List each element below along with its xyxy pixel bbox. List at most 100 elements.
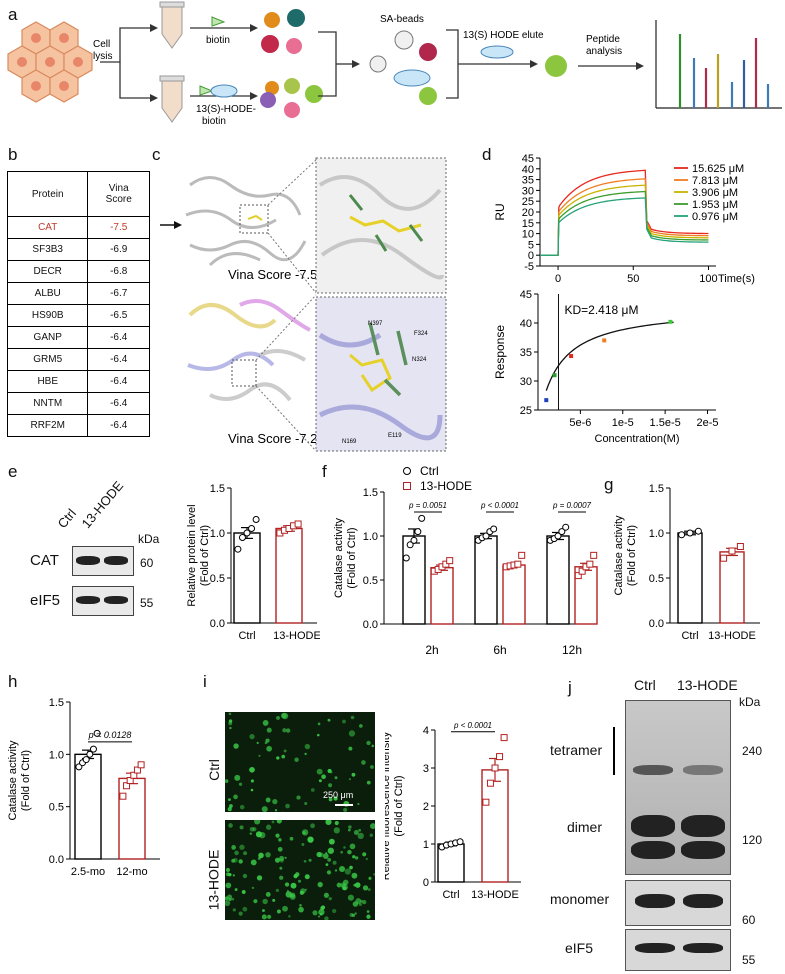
score-cell: -6.4: [87, 370, 150, 393]
x-tick-label: 13-HODE: [708, 630, 756, 642]
panel-letter-d: d: [482, 145, 492, 164]
sa-beads-label: SA-beads: [380, 14, 424, 25]
x-tick-label: 1.5e-5: [650, 417, 681, 429]
legend-marker: [403, 482, 411, 490]
data-point: [119, 792, 127, 800]
residue-label: N324: [412, 357, 427, 363]
data-point: [562, 523, 570, 531]
data-point: [514, 560, 522, 568]
bar-0: [437, 838, 465, 883]
panel-letter-g: g: [604, 475, 614, 494]
data-point: [486, 779, 494, 787]
protein-cell: NNTM: [6, 392, 89, 415]
scale-bar: [335, 804, 353, 806]
bar: [430, 566, 454, 625]
bar-1: [118, 761, 146, 860]
data-point: [248, 525, 256, 532]
bar-1: [719, 543, 745, 624]
col-header-protein: Protein: [6, 171, 89, 217]
data-point: [456, 838, 464, 846]
lane-label-ctrl: Ctrl: [54, 505, 79, 531]
data-point: [123, 782, 131, 790]
bar: [481, 769, 509, 883]
panel-a-schematic: Cell lysis biotin 13(S)-HODE- biotin SA-…: [7, 1, 782, 127]
series-line: [540, 197, 709, 256]
y-tick-label: 0.5: [49, 802, 64, 814]
y-tick-label: 5: [528, 239, 534, 251]
bar-2-1: [574, 551, 598, 625]
score-cell: -6.5: [87, 304, 150, 327]
data-point: [133, 766, 141, 774]
x-tick-label: 50: [627, 273, 639, 285]
blot-label-cat: CAT: [30, 552, 59, 569]
table-row: GRM5 -6.4: [6, 348, 150, 371]
y-tick-label: 0.0: [649, 618, 664, 630]
vina-score-table: Protein Vina Score CAT -7.5 SF3B3 -6.9 DECR -6…: [6, 171, 150, 437]
data-point: [490, 525, 498, 533]
x-tick-label: 1e-5: [612, 417, 634, 429]
data-point: [482, 798, 490, 806]
panel-letter-e: e: [8, 462, 18, 481]
y-tick-label: 10: [522, 229, 534, 241]
data-point: [736, 543, 744, 550]
data-point: [491, 764, 499, 772]
x-tick-label: 5e-6: [569, 417, 591, 429]
cell-lysis-label: Cell: [93, 39, 110, 50]
data-point: [496, 753, 504, 761]
bar: [677, 532, 703, 624]
x-tick-label: 12-mo: [116, 866, 147, 878]
data-point: [544, 398, 549, 403]
data-point: [728, 547, 736, 555]
residue-label: N169: [342, 439, 357, 445]
y-tick-label: 0: [423, 877, 429, 889]
panel-letter-a: a: [8, 5, 18, 24]
kda-value: 55: [140, 596, 154, 610]
y-axis-label: Catalase activity: [333, 517, 345, 598]
bar-0-1: [430, 557, 454, 625]
kda-value: 120: [742, 833, 763, 847]
legend-label: 7.813 μM: [692, 175, 738, 187]
data-point: [518, 551, 526, 559]
data-point: [720, 554, 728, 562]
chart-catalase-g: 1.5 1.0 0.5 0.0 Catalase activity (Fold of Ct…: [613, 483, 760, 642]
data-point: [234, 545, 242, 553]
y-tick-label: 40: [520, 318, 532, 330]
score-cell: -6.4: [87, 392, 150, 415]
legend-label: 15.625 μM: [692, 163, 744, 175]
table-row: ALBU -6.7: [6, 282, 150, 305]
table-row: RRF2M -6.4: [6, 414, 150, 437]
peptide-label: Peptide: [586, 34, 620, 45]
cell-lysis-label-2: lysis: [93, 51, 112, 62]
lane-label-ctrl: Ctrl: [634, 677, 656, 693]
probe-label-2: biotin: [202, 116, 226, 127]
panel-i-images: Ctrl 13-HODE 250 μm: [205, 710, 380, 970]
bar: [502, 564, 526, 625]
panel-letter-b: b: [8, 145, 18, 164]
y-tick-label: 15: [522, 218, 534, 230]
p-value: p = 0.0128: [88, 730, 132, 740]
y-tick-label: 0: [528, 250, 534, 262]
data-point: [678, 531, 686, 539]
y-tick-label: 20: [522, 207, 534, 219]
p-value: p = 0.0051: [408, 501, 447, 510]
vina-score-bottom: Vina Score -7.2: [228, 431, 317, 446]
chart-protein-level: 1.5 1.0 0.5 0.0 Relative protein level (Fold …: [186, 478, 320, 642]
x-tick-label: 6h: [493, 643, 506, 657]
y-tick-label: 1.5: [210, 483, 225, 495]
x-tick-label: 2.5-mo: [71, 866, 105, 878]
panel-e-blot: Ctrl 13-HODE kDa CAT 60 eIF5 55: [30, 478, 180, 620]
data-point: [414, 528, 422, 536]
vina-score-top: Vina Score -7.5: [228, 267, 317, 282]
residue-label: F324: [414, 331, 428, 337]
y-axis-label: RU: [493, 203, 507, 220]
y-axis-label: (Fold of Ctrl): [20, 750, 32, 811]
y-axis-label: Catalase activity: [8, 740, 19, 821]
bar-1: [481, 734, 509, 883]
data-point: [93, 729, 101, 737]
data-point: [126, 777, 134, 784]
y-tick-label: 35: [520, 347, 532, 359]
series-line: [540, 178, 709, 256]
elute-label: 13(S) HODE elute: [463, 30, 544, 41]
data-point: [686, 529, 694, 537]
